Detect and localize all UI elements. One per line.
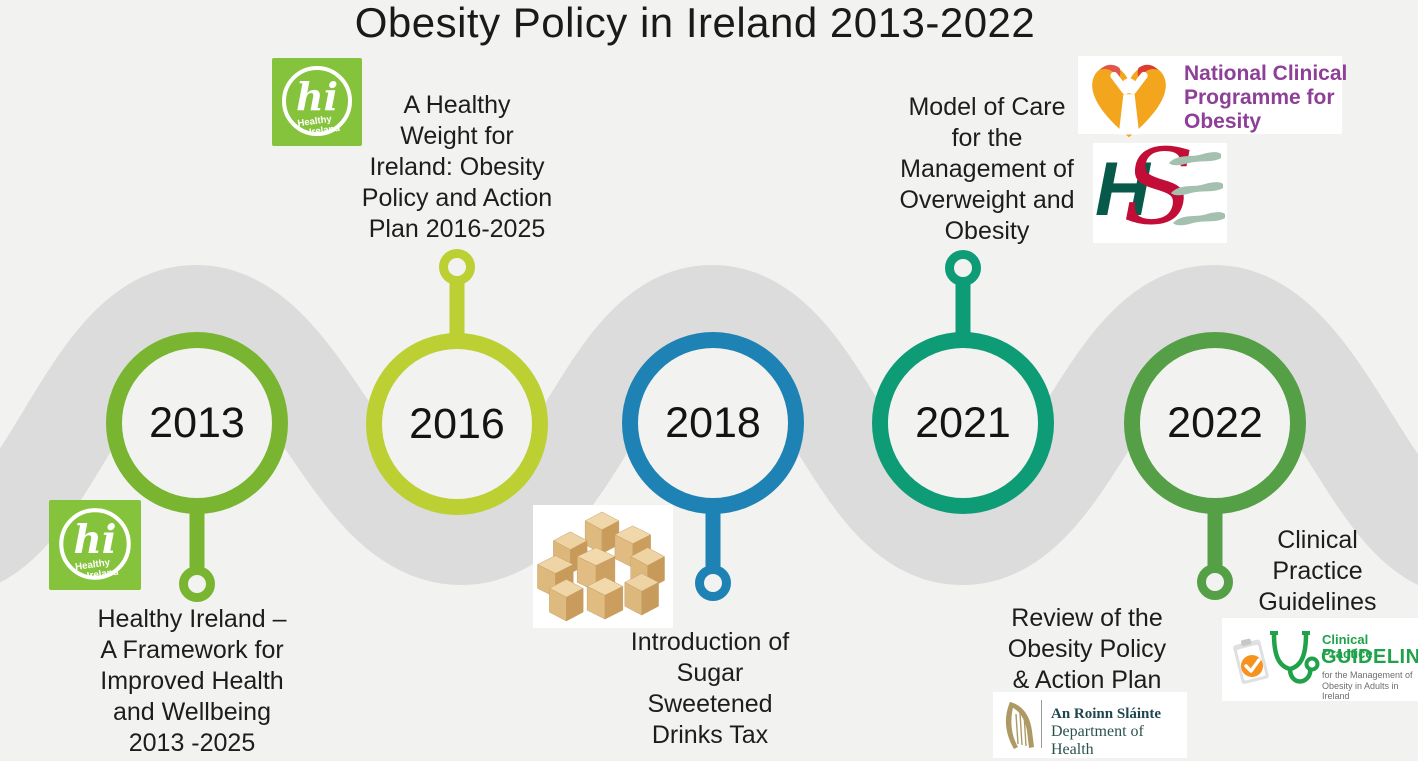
description-2013: Healthy Ireland – A Framework for Improv…: [97, 605, 287, 757]
hi-logo-name-line1: Healthy: [74, 557, 111, 573]
person-figure: [1110, 71, 1148, 135]
milestone-ring-2018: [695, 565, 731, 601]
milestone-marker-2016: [366, 249, 548, 515]
milestone-circle-2022: [1124, 332, 1306, 514]
page-title: Obesity Policy in Ireland 2013-2022: [354, 0, 1036, 46]
doh-logo: An Roinn Sláinte Department of Health: [993, 692, 1187, 758]
milestone-circle-2013: [106, 332, 288, 514]
description-2021: Model of Care for the Management of Over…: [899, 93, 1075, 245]
review-note-2022: Review of the Obesity Policy & Action Pl…: [1007, 604, 1167, 694]
cpg-logo: Clinical Practice GUIDELINE for the Mana…: [1222, 618, 1418, 701]
milestone-marker-2018: [622, 332, 804, 601]
year-label-2021: 2021: [915, 399, 1011, 447]
milestone-ring-2021: [945, 250, 981, 286]
healthy-ireland-logo-bottom: hi Healthy Ireland: [48, 500, 142, 590]
description-2018: Introduction of Sugar Sweetened Drinks T…: [630, 628, 790, 749]
ncpo-heart-icon: [1082, 55, 1176, 141]
cpg-tagline: Clinical Practice: [1322, 632, 1373, 661]
hi-logo-circle: [59, 508, 131, 580]
hse-letter-e-waves: [1169, 152, 1225, 226]
doh-english-name: Department of Health: [1051, 723, 1144, 758]
milestone-ring-2022: [1197, 564, 1233, 600]
hi-logo-circle: [282, 66, 352, 136]
stethoscope-icon: [1270, 631, 1320, 684]
harp-strings: [1015, 712, 1027, 747]
hse-e-wave: [1173, 212, 1225, 226]
doh-harp-icon: [1005, 702, 1034, 749]
sugar-cube-pile: [536, 511, 666, 622]
heart-red-accent-right: [1137, 64, 1158, 80]
milestone-circle-2016: [366, 333, 548, 515]
description-2022: Clinical Practice Guidelines: [1258, 526, 1377, 616]
hi-logo-name-line2: Ireland: [86, 567, 119, 582]
year-label-2016: 2016: [409, 400, 505, 448]
heart-red-accent-left: [1100, 64, 1121, 80]
milestone-circle-2021: [872, 332, 1054, 514]
milestone-marker-2021: [872, 250, 1054, 514]
sugar-cubes-drawing: [536, 511, 666, 622]
healthy-ireland-logo-top: hi Healthy Ireland: [272, 58, 362, 146]
year-label-2013: 2013: [149, 399, 245, 447]
milestone-marker-2022: [1124, 332, 1306, 600]
year-label-2022: 2022: [1167, 399, 1263, 447]
doh-divider: [1041, 700, 1042, 748]
cpg-icon: [1233, 631, 1320, 684]
hi-logo-abbr: hi: [296, 74, 338, 119]
year-label-2018: 2018: [665, 399, 761, 447]
ncpo-logo-text: National Clinical Programme for Obesity: [1184, 62, 1348, 133]
hse-logo: H S: [1093, 129, 1227, 245]
doh-irish-name: An Roinn Sláinte: [1051, 706, 1162, 722]
milestone-ring-2016: [439, 249, 475, 285]
sugar-cubes-image: [533, 505, 673, 628]
check-mark: [1244, 658, 1261, 673]
cpg-title: GUIDELINE: [1321, 646, 1418, 668]
milestone-marker-2013: [106, 332, 288, 602]
hi-logo-name-line2: Ireland: [308, 123, 341, 138]
cpg-subtitle: for the Management of Obesity in Adults …: [1322, 670, 1413, 701]
hi-logo-abbr: hi: [73, 518, 116, 563]
milestone-ring-2013: [179, 566, 215, 602]
description-2016: A Healthy Weight for Ireland: Obesity Po…: [361, 91, 553, 243]
hse-e-wave: [1169, 152, 1221, 166]
hse-letter-h: H: [1095, 147, 1150, 232]
milestone-circle-2018: [622, 332, 804, 514]
timeline-road-path: [0, 264, 1418, 586]
hi-logo-name-line1: Healthy: [297, 114, 333, 130]
hse-e-wave: [1171, 182, 1223, 196]
